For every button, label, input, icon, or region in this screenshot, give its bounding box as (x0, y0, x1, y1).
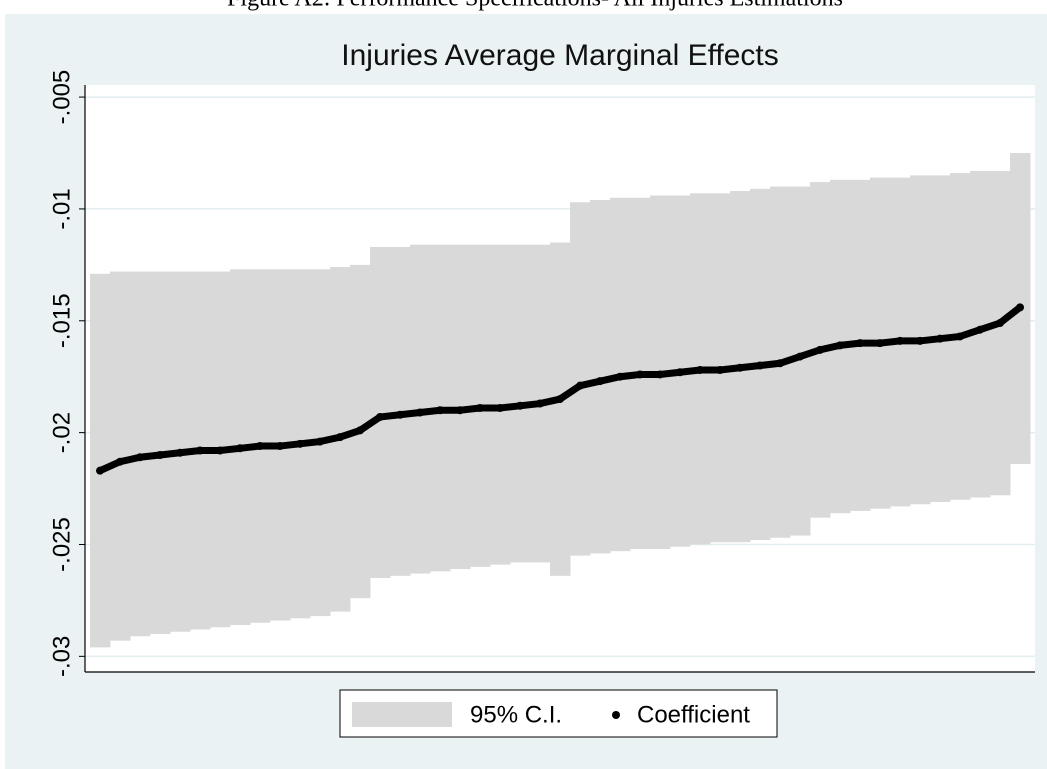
coefficient-point (656, 370, 664, 379)
coefficient-point (396, 410, 404, 419)
legend-marker (612, 711, 620, 719)
y-tick-label: -.03 (48, 636, 75, 677)
ci-band (990, 170, 1011, 496)
coefficient-point (296, 439, 304, 448)
marks (90, 153, 1031, 648)
coefficient-point (556, 395, 564, 404)
coefficient-point (236, 444, 244, 453)
coefficient-point (776, 359, 784, 368)
coefficient-point (316, 437, 324, 446)
legend-swatch (352, 702, 452, 727)
ci-band (370, 246, 391, 579)
figure-caption: Figure A2: Performance Specifications- A… (227, 0, 843, 12)
coefficient-point (956, 332, 964, 341)
ci-band (110, 271, 131, 641)
coefficient-point (196, 446, 204, 455)
coefficient-point (636, 370, 644, 379)
legend-label: Coefficient (637, 701, 750, 728)
coefficient-point (696, 365, 704, 374)
ci-band (970, 170, 991, 498)
coefficient-point (256, 442, 264, 451)
coefficient-point (856, 339, 864, 348)
coefficient-point (456, 406, 464, 415)
legend-items: 95% C.I. Coefficient (352, 701, 750, 728)
y-tick-label: -.025 (48, 517, 75, 572)
coefficient-point (796, 352, 804, 361)
coefficient-point (376, 412, 384, 421)
coefficient-point (936, 334, 944, 343)
coefficient-point (716, 365, 724, 374)
coefficient-point (216, 446, 224, 455)
coefficient-point (116, 457, 124, 466)
coefficient-point (516, 401, 524, 410)
chart-title: Injuries Average Marginal Effects (341, 39, 778, 72)
coefficient-point (836, 341, 844, 350)
coefficient-point (356, 426, 364, 435)
y-tick-label: -.015 (48, 293, 75, 348)
coefficient-point (816, 345, 824, 354)
y-tick-label: -.005 (48, 70, 75, 125)
coefficient-point (156, 451, 164, 460)
coefficient-point (496, 404, 504, 413)
coefficient-point (416, 408, 424, 417)
coefficient-point (756, 361, 764, 370)
coefficient-point (276, 442, 284, 451)
coefficient-point (996, 319, 1004, 328)
y-ticks: -.005 -.01 -.015 -.02 -.025 -.03 (48, 70, 85, 677)
coefficient-point (676, 368, 684, 377)
y-tick-label: -.01 (48, 188, 75, 229)
coefficient-point (176, 448, 184, 457)
legend-label: 95% C.I. (470, 701, 562, 728)
coefficient-point (876, 339, 884, 348)
y-tick-label: -.02 (48, 412, 75, 453)
ci-band (90, 273, 111, 648)
coefficient-point (736, 363, 744, 372)
ci-band (790, 186, 811, 536)
ci-band (550, 242, 571, 576)
coefficient-point (576, 381, 584, 390)
coefficient-point (96, 466, 104, 475)
coefficient-point (916, 336, 924, 345)
ci-band (570, 202, 591, 556)
coefficient-point (336, 433, 344, 442)
coefficient-point (896, 336, 904, 345)
ci-band (590, 199, 611, 554)
coefficient-point (476, 404, 484, 413)
coefficient-point (436, 406, 444, 415)
coefficient-point (596, 377, 604, 386)
coefficient-point (616, 372, 624, 381)
coefficient-point (976, 325, 984, 334)
coefficient-point (536, 399, 544, 408)
coefficient-point (136, 453, 144, 462)
coefficient-point (1016, 303, 1024, 312)
